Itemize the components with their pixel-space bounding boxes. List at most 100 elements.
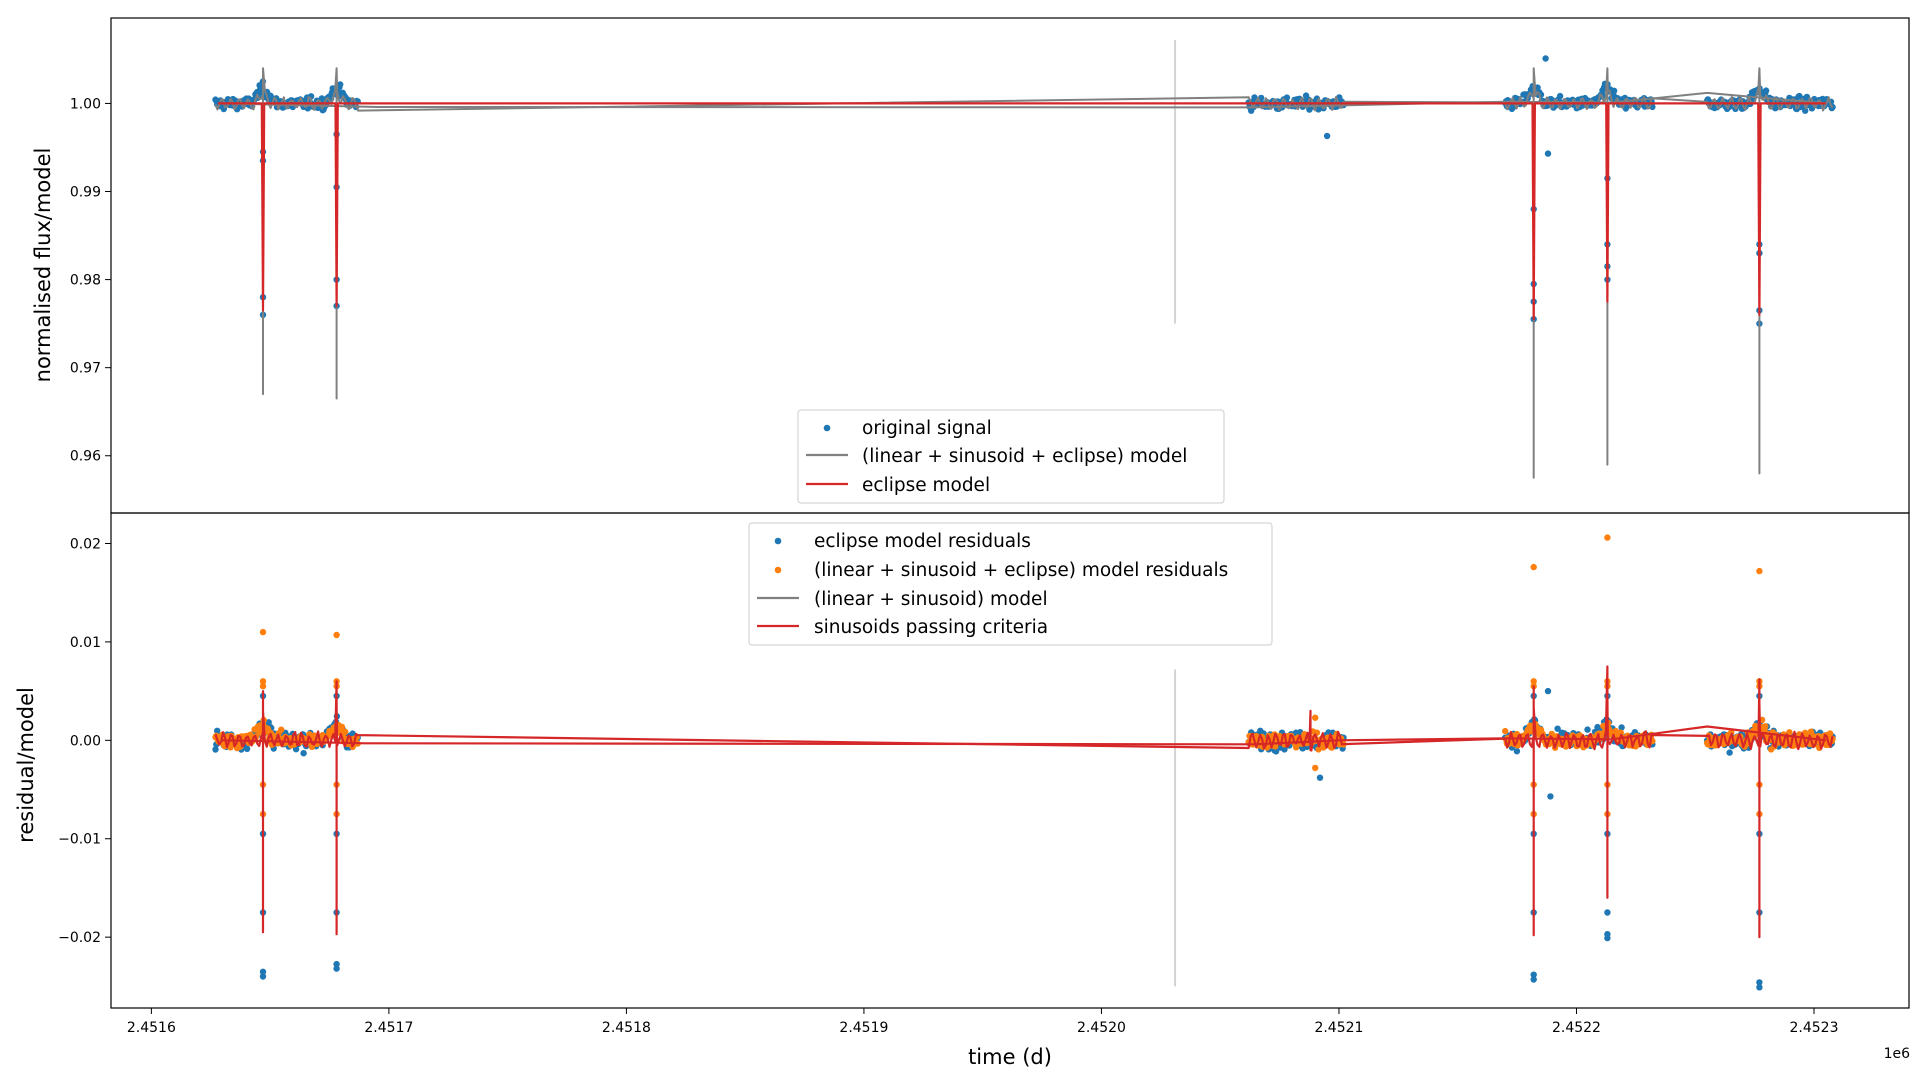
eclipse-residual-point [1756,979,1763,986]
x-tick-label: 2.4518 [602,1020,651,1036]
full-model-residual-point [259,628,267,636]
bottom-y-tick-label: 0.02 [70,537,101,553]
top-y-ticks: 0.96 0.97 0.98 0.99 1.00 [70,96,111,465]
legend-label-eclipse-model: eclipse model [862,475,990,496]
x-tick-label: 2.4520 [1077,1020,1126,1036]
eclipse-residual-point [1513,748,1521,755]
eclipse-model-line [217,102,1826,321]
eclipse-residual-point [214,727,221,734]
eclipse-residual-point [1316,774,1324,781]
bottom-y-ticks: −0.02 −0.01 0.00 0.01 0.02 [58,537,111,946]
legend-label-linear-sinusoid-model: (linear + sinusoid) model [814,589,1048,610]
legend-marker-full-model-residuals [774,566,782,574]
eclipse-residual-point [1618,724,1625,731]
eclipse-residual-point [265,719,272,726]
original-signal-point [1542,55,1549,62]
x-axis-label: time (d) [968,1045,1052,1069]
original-signal-point [337,81,344,88]
x-tick-label: 2.4519 [839,1020,888,1036]
sinusoids-line [214,665,1834,939]
full-model-residual-point [278,726,285,733]
eclipse-residual-point [1530,971,1537,978]
legend-marker-eclipse-residuals [774,537,782,545]
eclipse-residual-point [1604,909,1611,916]
top-y-axis-label: normalised flux/model [31,148,55,383]
top-y-tick-label: 0.98 [70,273,101,289]
bottom-y-tick-label: 0.00 [70,733,101,749]
full-model-residual-point [1530,563,1537,571]
original-signal-point [1323,132,1331,140]
original-signal-point [1556,92,1564,100]
eclipse-residual-point [1726,749,1733,756]
x-tick-label: 2.4521 [1314,1020,1363,1036]
legend-label-sinusoids: sinusoids passing criteria [814,617,1048,638]
top-legend-box [797,409,1225,504]
legend-label-full-model: (linear + sinusoid + eclipse) model [862,446,1187,467]
eclipse-residual-point [259,973,267,980]
eclipse-residual-point [1756,984,1763,991]
legend-marker-original-signal [823,424,831,432]
bottom-y-tick-label: −0.01 [58,832,101,848]
top-panel: 0.96 0.97 0.98 0.99 1.00 normalised flux/mod… [31,17,1910,514]
eclipse-residual-point [333,965,340,972]
bottom-legend-box [748,522,1273,646]
x-tick-label: 2.4522 [1552,1020,1601,1036]
eclipse-residual-point [1530,976,1537,983]
eclipse-residual-point [1547,793,1554,800]
full-model-residual-point [338,723,346,730]
full-model-residual-point [1826,730,1834,737]
eclipse-residual-point [300,750,307,757]
eclipse-residual-point [1272,748,1280,755]
full-model-residual-point [1762,723,1769,730]
bottom-y-tick-label: −0.02 [58,930,101,946]
legend-label-original-signal: original signal [862,418,992,439]
original-signal-point [1610,87,1618,95]
top-y-tick-label: 1.00 [70,96,101,112]
full-model-residual-point [1272,743,1279,750]
original-signal-point [1762,87,1770,94]
eclipse-residual-point [292,746,300,753]
original-signal-point [1283,94,1291,101]
bottom-plot-area [212,534,1836,991]
full-model-residual-point [1530,678,1537,685]
eclipse-residual-point [212,746,219,753]
eclipse-residual-point [1584,726,1591,733]
full-model-residual-point [1756,567,1763,575]
eclipse-residual-point [333,960,340,968]
bottom-legend: eclipse model residuals (linear + sinuso… [748,522,1273,646]
bottom-y-axis-label: residual/model [14,687,38,843]
sinusoids-trend-line [222,725,1827,746]
full-model-residual-point [1312,764,1319,772]
original-signal-point [1544,150,1552,157]
full-model-residual-point [1312,714,1319,721]
eclipse-residual-point [1554,725,1561,732]
full-model-residual-point [259,678,267,685]
eclipse-residual-point [1544,687,1552,695]
eclipse-residual-point [1604,931,1611,938]
full-model-residual-point [1604,534,1611,541]
top-y-tick-label: 0.97 [70,361,101,377]
top-y-tick-label: 0.96 [70,449,101,465]
eclipse-residual-point [259,968,267,975]
bottom-x-ticks: 2.4516 2.4517 2.4518 2.4519 2.4520 2.4521 2.45… [127,1008,1838,1036]
x-tick-label: 2.4516 [127,1020,176,1036]
legend-label-full-model-residuals: (linear + sinusoid + eclipse) model resi… [814,560,1228,581]
legend-label-eclipse-residuals: eclipse model residuals [814,531,1031,552]
eclipse-residual-point [243,745,251,752]
bottom-y-tick-label: 0.01 [70,635,101,651]
full-model-line [214,67,1834,479]
top-legend: original signal (linear + sinusoid + ecl… [797,409,1225,504]
bottom-panel: −0.02−0.010.000.010.02 2.4516 2.4517 2.451… [14,512,1911,1069]
bottom-axes-frame [110,512,1910,1009]
x-tick-label: 2.4523 [1789,1020,1838,1036]
x-offset-label: 1e6 [1884,1046,1911,1062]
top-y-tick-label: 0.99 [70,185,101,201]
full-model-residual-point [1315,746,1322,753]
full-model-residual-point [259,683,267,690]
full-model-residual-point [1502,727,1509,735]
original-signal-point [1802,107,1809,114]
full-model-trend-line [222,91,1826,109]
full-model-residual-point [1617,729,1625,736]
full-model-residual-point [342,728,349,735]
